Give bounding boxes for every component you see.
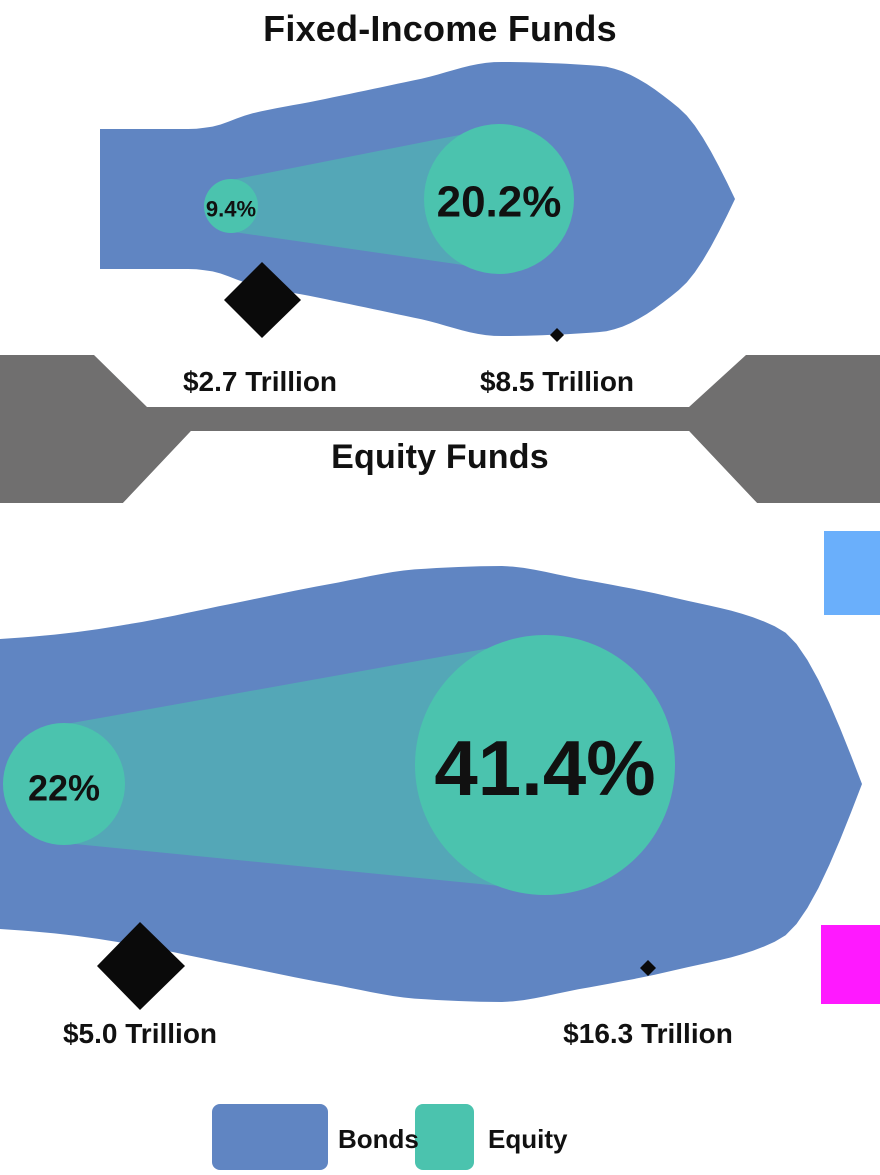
svg-text:22%: 22% <box>28 768 100 809</box>
svg-text:20.2%: 20.2% <box>437 178 562 227</box>
svg-text:9.4%: 9.4% <box>206 197 256 222</box>
svg-text:41.4%: 41.4% <box>434 724 655 812</box>
